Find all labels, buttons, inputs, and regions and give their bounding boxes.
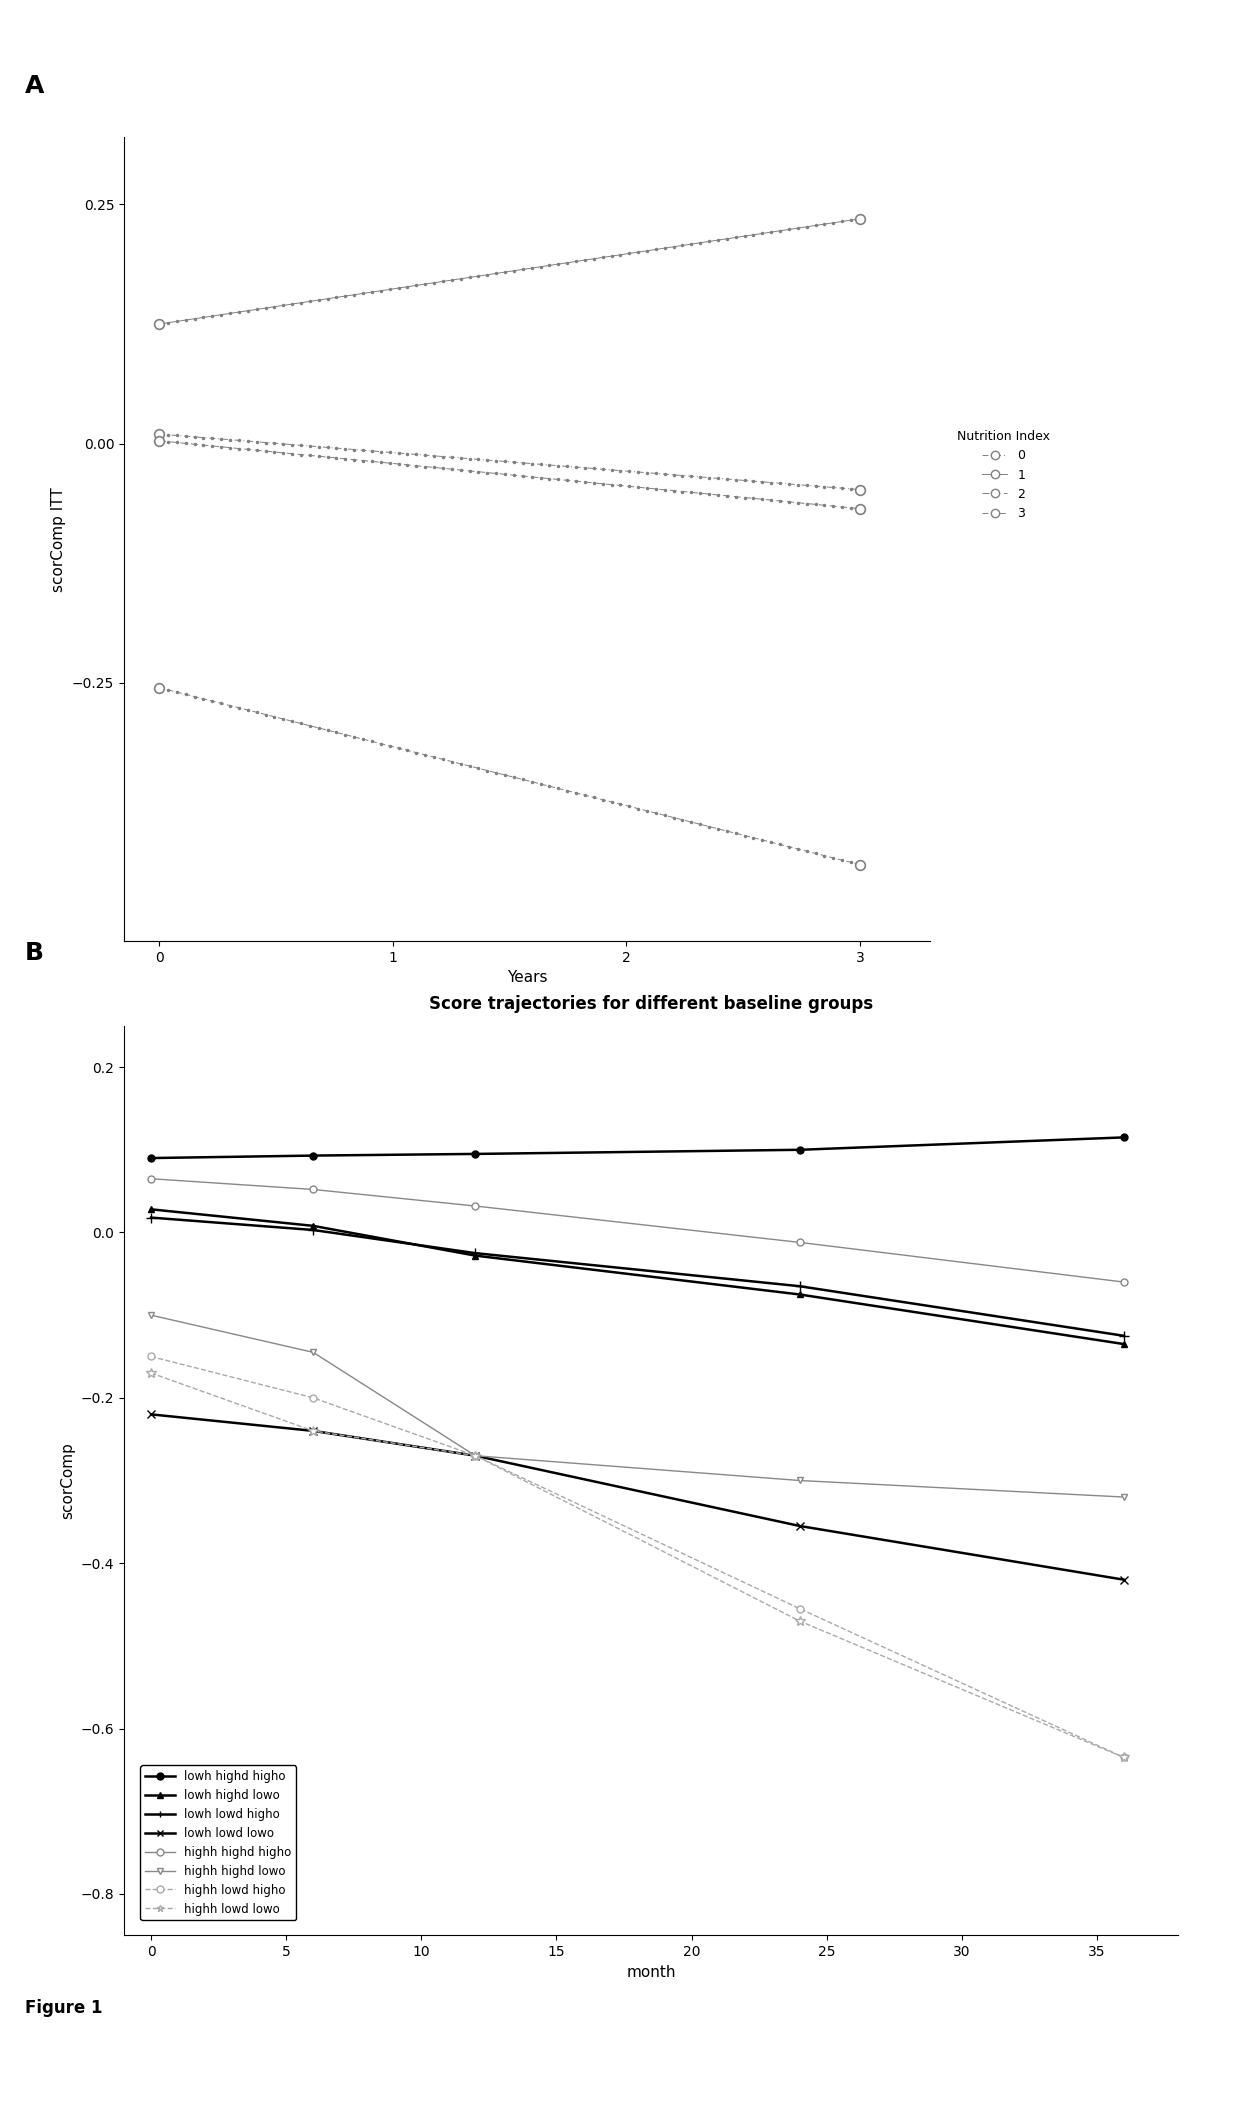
highh lowd lowo — [144, 1360, 159, 1385]
Line: highh highd higho: highh highd higho — [148, 1176, 1127, 1286]
Y-axis label: scorComp ITT: scorComp ITT — [52, 486, 67, 592]
lowh highd higho — [144, 1146, 159, 1172]
Line: lowh lowd higho: lowh lowd higho — [146, 1212, 1128, 1341]
Text: A: A — [25, 74, 45, 97]
Y-axis label: scorComp: scorComp — [60, 1442, 76, 1519]
lowh highd lowo — [144, 1197, 159, 1222]
Text: B: B — [25, 941, 43, 964]
highh highd lowo — [792, 1468, 807, 1493]
Line: highh highd lowo: highh highd lowo — [148, 1311, 1127, 1500]
highh highd higho — [306, 1176, 321, 1201]
Line: highh lowd lowo: highh lowd lowo — [146, 1368, 1128, 1762]
highh lowd lowo — [306, 1419, 321, 1445]
Line: highh lowd higho: highh lowd higho — [148, 1354, 1127, 1762]
highh highd higho — [792, 1229, 807, 1254]
highh lowd lowo — [792, 1607, 807, 1633]
highh lowd lowo — [1116, 1745, 1131, 1770]
Text: Figure 1: Figure 1 — [25, 1999, 102, 2018]
lowh highd higho — [467, 1142, 482, 1167]
highh highd lowo — [144, 1303, 159, 1328]
lowh highd lowo — [1116, 1332, 1131, 1358]
highh highd higho — [144, 1165, 159, 1191]
lowh highd higho — [1116, 1125, 1131, 1151]
highh lowd higho — [467, 1442, 482, 1468]
lowh lowd lowo — [1116, 1567, 1131, 1593]
lowh lowd higho — [792, 1273, 807, 1299]
Line: lowh lowd lowo: lowh lowd lowo — [146, 1411, 1128, 1584]
lowh lowd higho — [306, 1218, 321, 1244]
X-axis label: month: month — [626, 1965, 676, 1980]
highh lowd lowo — [467, 1442, 482, 1468]
highh highd higho — [467, 1193, 482, 1218]
lowh highd lowo — [792, 1282, 807, 1307]
lowh highd higho — [792, 1138, 807, 1163]
highh lowd higho — [306, 1385, 321, 1411]
highh highd lowo — [1116, 1485, 1131, 1510]
lowh lowd higho — [1116, 1324, 1131, 1349]
lowh lowd higho — [467, 1239, 482, 1265]
highh lowd higho — [1116, 1745, 1131, 1770]
highh highd lowo — [467, 1442, 482, 1468]
Line: lowh highd higho: lowh highd higho — [148, 1134, 1127, 1161]
Legend: lowh highd higho, lowh highd lowo, lowh lowd higho, lowh lowd lowo, highh highd : lowh highd higho, lowh highd lowo, lowh … — [140, 1766, 296, 1920]
lowh highd lowo — [306, 1214, 321, 1239]
lowh lowd lowo — [792, 1512, 807, 1538]
highh highd higho — [1116, 1269, 1131, 1294]
lowh highd lowo — [467, 1244, 482, 1269]
X-axis label: Years: Years — [507, 971, 547, 986]
lowh highd higho — [306, 1142, 321, 1167]
lowh lowd lowo — [306, 1419, 321, 1445]
Line: lowh highd lowo: lowh highd lowo — [148, 1206, 1127, 1347]
highh highd lowo — [306, 1339, 321, 1364]
Title: Score trajectories for different baseline groups: Score trajectories for different baselin… — [429, 996, 873, 1013]
highh lowd higho — [144, 1343, 159, 1368]
lowh lowd lowo — [467, 1442, 482, 1468]
highh lowd higho — [792, 1597, 807, 1622]
lowh lowd higho — [144, 1206, 159, 1231]
lowh lowd lowo — [144, 1402, 159, 1428]
Legend: 0, 1, 2, 3: 0, 1, 2, 3 — [952, 425, 1055, 525]
